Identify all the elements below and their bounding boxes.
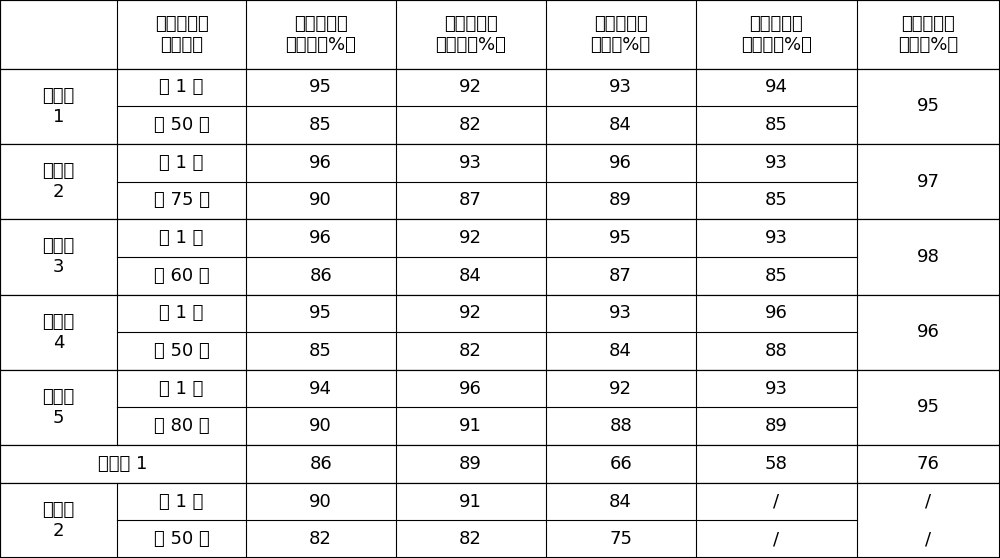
Text: 第 75 次: 第 75 次 (154, 191, 210, 209)
Text: 氧化剂总转
化率（%）: 氧化剂总转 化率（%） (898, 15, 958, 54)
Text: 第 60 次: 第 60 次 (154, 267, 209, 285)
Bar (0, 0, 1000, 69)
Text: 58: 58 (765, 455, 788, 473)
Text: 91: 91 (459, 493, 482, 511)
Text: 92: 92 (459, 229, 482, 247)
Text: 85: 85 (765, 267, 788, 285)
Text: 96: 96 (459, 379, 482, 398)
Text: 91: 91 (459, 417, 482, 435)
Text: 氧化剂有效
利用率（%）: 氧化剂有效 利用率（%） (435, 15, 506, 54)
Text: 82: 82 (309, 530, 332, 548)
Text: 第 50 次: 第 50 次 (154, 342, 209, 360)
Text: /: / (925, 493, 931, 511)
Bar (0, 144, 1000, 219)
Text: 85: 85 (765, 191, 788, 209)
Text: 85: 85 (309, 116, 332, 134)
Text: 82: 82 (459, 342, 482, 360)
Text: 95: 95 (309, 79, 332, 97)
Text: 第 1 次: 第 1 次 (159, 79, 204, 97)
Text: 82: 82 (459, 116, 482, 134)
Text: 87: 87 (459, 191, 482, 209)
Bar (0, 69, 1000, 144)
Text: 第 1 次: 第 1 次 (159, 229, 204, 247)
Text: 76: 76 (917, 455, 940, 473)
Text: 93: 93 (765, 379, 788, 398)
Text: 93: 93 (459, 154, 482, 172)
Text: 第 1 次: 第 1 次 (159, 304, 204, 323)
Text: 第 80 次: 第 80 次 (154, 417, 209, 435)
Text: 实施例
3: 实施例 3 (43, 238, 75, 276)
Text: 90: 90 (309, 493, 332, 511)
Text: 84: 84 (609, 342, 632, 360)
Text: 95: 95 (309, 304, 332, 323)
Text: 96: 96 (765, 304, 788, 323)
Bar (0, 370, 1000, 445)
Text: /: / (773, 493, 779, 511)
Text: 90: 90 (309, 417, 332, 435)
Text: 89: 89 (459, 455, 482, 473)
Text: 催化剂循环
使用次数: 催化剂循环 使用次数 (155, 15, 208, 54)
Text: 93: 93 (609, 304, 632, 323)
Text: 95: 95 (917, 97, 940, 116)
Text: 88: 88 (609, 417, 632, 435)
Text: 对比例 1: 对比例 1 (98, 455, 148, 473)
Text: 95: 95 (917, 398, 940, 416)
Text: 92: 92 (459, 79, 482, 97)
Text: 89: 89 (765, 417, 788, 435)
Text: 实施例
1: 实施例 1 (43, 87, 75, 126)
Text: 94: 94 (309, 379, 332, 398)
Text: /: / (925, 530, 931, 548)
Text: 第 1 次: 第 1 次 (159, 379, 204, 398)
Text: 93: 93 (765, 154, 788, 172)
Text: 75: 75 (609, 530, 632, 548)
Text: 82: 82 (459, 530, 482, 548)
Text: 实施例
4: 实施例 4 (43, 312, 75, 352)
Text: 96: 96 (917, 323, 940, 341)
Text: 实施例
2: 实施例 2 (43, 162, 75, 201)
Bar (0, 483, 1000, 558)
Text: 66: 66 (609, 455, 632, 473)
Text: 第 1 次: 第 1 次 (159, 493, 204, 511)
Text: 第 50 次: 第 50 次 (154, 116, 209, 134)
Text: 88: 88 (765, 342, 787, 360)
Text: 96: 96 (309, 154, 332, 172)
Text: 90: 90 (309, 191, 332, 209)
Text: 84: 84 (459, 267, 482, 285)
Text: 87: 87 (609, 267, 632, 285)
Text: 二甲基亚砜
选择性（%）: 二甲基亚砜 选择性（%） (741, 15, 812, 54)
Text: 93: 93 (609, 79, 632, 97)
Text: 94: 94 (765, 79, 788, 97)
Text: 实施例
5: 实施例 5 (43, 388, 75, 427)
Text: /: / (773, 530, 779, 548)
Text: 96: 96 (309, 229, 332, 247)
Text: 98: 98 (917, 248, 940, 266)
Text: 92: 92 (459, 304, 482, 323)
Bar (0, 295, 1000, 370)
Text: 95: 95 (609, 229, 632, 247)
Text: 86: 86 (309, 267, 332, 285)
Text: 84: 84 (609, 493, 632, 511)
Text: 86: 86 (309, 455, 332, 473)
Text: 89: 89 (609, 191, 632, 209)
Text: 85: 85 (765, 116, 788, 134)
Bar (0, 219, 1000, 295)
Text: 93: 93 (765, 229, 788, 247)
Text: 97: 97 (917, 172, 940, 191)
Text: 对比例
2: 对比例 2 (43, 501, 75, 540)
Text: 85: 85 (309, 342, 332, 360)
Text: 96: 96 (609, 154, 632, 172)
Text: 第 1 次: 第 1 次 (159, 154, 204, 172)
Text: 第 50 次: 第 50 次 (154, 530, 209, 548)
Bar (0, 445, 1000, 483)
Text: 二甲基砜选
择性（%）: 二甲基砜选 择性（%） (591, 15, 651, 54)
Text: 84: 84 (609, 116, 632, 134)
Text: 二甲基硫醚
转化率（%）: 二甲基硫醚 转化率（%） (285, 15, 356, 54)
Text: 92: 92 (609, 379, 632, 398)
